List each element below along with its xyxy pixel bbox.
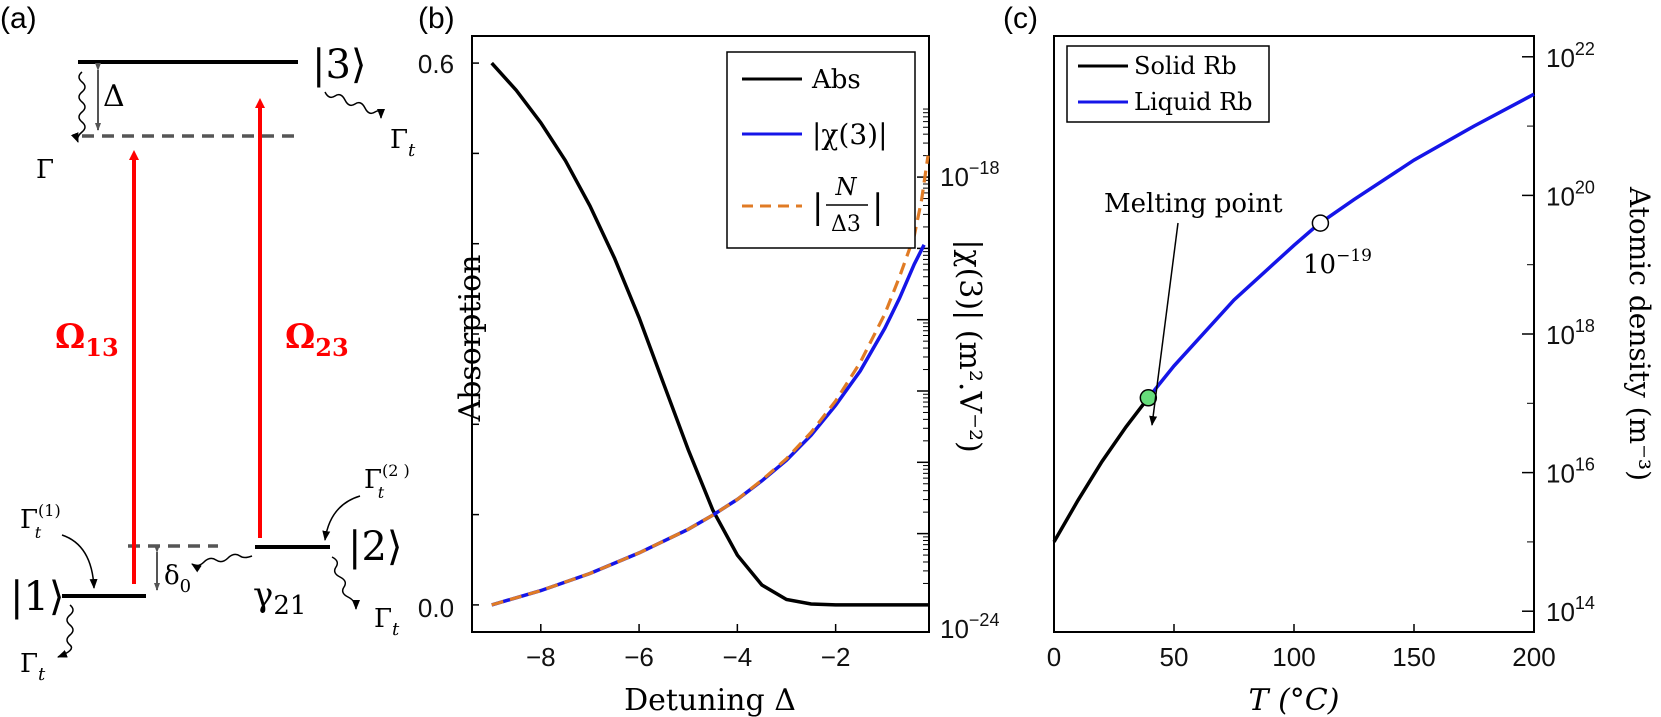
gamma-t-label-1-bottom: Γt (20, 649, 46, 685)
b-y2-axis-label: |χ(3)| (m².V⁻²) (952, 239, 987, 452)
gamma-t2-arrow (322, 495, 361, 541)
b-x-tick-label: −6 (624, 642, 654, 672)
c-legend: Solid Rb Liquid Rb (1066, 45, 1270, 123)
c-series-line-0 (1052, 396, 1150, 543)
c-x-tick-label: 0 (1047, 642, 1061, 672)
panel-c-label: (c) (1003, 2, 1038, 35)
panel-c-series (1052, 92, 1535, 543)
c-x-tick-label: 100 (1272, 642, 1315, 672)
gamma-label: Γ (36, 155, 54, 185)
panel-a-label: (a) (0, 2, 37, 35)
panel-b-chart: (b) 0.6 0.0 10−18 10−24 −8 −6 −4 −2 Detunin… (418, 2, 1000, 717)
gamma21-label: γ21 (253, 575, 306, 621)
c-x-tick-labels: 0 50 100 150 200 (1047, 642, 1556, 672)
c-legend-liquid-label: Liquid Rb (1134, 88, 1253, 116)
panel-b-label: (b) (418, 2, 455, 35)
c-melting-point-marker (1139, 389, 1158, 407)
c-x-axis-label: T (°C) (1249, 683, 1340, 717)
b-x-tick-labels: −8 −6 −4 −2 (526, 642, 850, 672)
c-y-tick-label: 1020 (1546, 177, 1595, 211)
panel-b-tick-marks (472, 62, 929, 632)
c-legend-box (1066, 45, 1270, 123)
c-x-tick-label: 200 (1512, 642, 1555, 672)
c-y-tick-label: 1016 (1546, 455, 1595, 489)
b-series-line-2 (491, 155, 930, 607)
gamma-t1-arrow (61, 534, 98, 589)
b-y-axis-label: Absorption (453, 255, 488, 423)
b-legend-ratio-num: N (835, 173, 858, 201)
b-x-tick-label: −8 (526, 642, 556, 672)
b-legend-abs-label: Abs (811, 65, 861, 95)
b-left-tick-0-6: 0.6 (418, 49, 454, 79)
b-legend-ratio-bar-right: | (872, 187, 883, 227)
c-y-axis-label: Atomic density (m⁻³) (1623, 186, 1656, 481)
panel-a-energy-diagram: (a) |3⟩ |1⟩ |2⟩ Δ δ0 Ω13 Ω23 Γ Γt Γt Γt … (0, 2, 416, 685)
state-1-label: |1⟩ (10, 574, 65, 620)
c-y-tick-label: 1022 (1546, 39, 1595, 73)
state-3-label: |3⟩ (312, 42, 367, 88)
gamma-t-decay-1-wave (57, 604, 74, 658)
c-annotation-label: 10−19 (1303, 246, 1372, 280)
c-x-tick-label: 50 (1160, 642, 1189, 672)
b-series-line-0 (490, 61, 929, 607)
c-melting-point-label: Melting point (1104, 189, 1283, 219)
c-x-tick-label: 150 (1392, 642, 1435, 672)
b-legend-ratio-bar-left: | (812, 187, 823, 227)
gamma-t-decay-2-wave (331, 556, 360, 610)
omega13-label: Ω13 (55, 317, 119, 362)
b-x-tick-label: −4 (723, 642, 753, 672)
c-y-tick-label: 1018 (1546, 316, 1595, 350)
c-y-tick-label: 1014 (1546, 593, 1595, 627)
b-series-line-1 (491, 244, 926, 607)
panel-b-series (490, 61, 930, 607)
panel-c-tick-marks (1053, 56, 1535, 632)
b-right-tick-bottom: 10−24 (940, 610, 999, 644)
delta0-label: δ0 (164, 561, 191, 597)
gamma-t-label-2-bottom: Γt (374, 604, 400, 640)
c-y-tick-labels: 1022 1020 1018 1016 1014 (1546, 39, 1595, 627)
panel-c-frame (1053, 35, 1535, 633)
c-melting-point-arrow (1149, 222, 1179, 426)
b-legend-ratio-den: Δ3 (831, 212, 861, 237)
gamma-t-decay-3-wave (324, 91, 385, 119)
b-x-tick-label: −2 (821, 642, 851, 672)
b-right-tick-top: 10−18 (940, 158, 999, 192)
gamma-t2-label: Γ(2 ) t (364, 461, 410, 502)
gamma-t-label-3: Γt (390, 125, 416, 161)
gamma-t1-label: Γ(1) t (20, 501, 61, 542)
b-left-tick-0-0: 0.0 (418, 593, 454, 623)
b-legend: Abs |χ(3)| | N Δ3 | (726, 51, 916, 249)
b-legend-box (726, 51, 916, 249)
c-legend-solid-label: Solid Rb (1134, 52, 1237, 80)
gamma21-decay-wave (191, 553, 253, 573)
omega23-label: Ω23 (285, 317, 349, 362)
b-x-axis-label: Detuning Δ (624, 683, 796, 717)
delta-label: Δ (103, 79, 125, 114)
b-legend-chi-label: |χ(3)| (812, 118, 888, 151)
gamma-decay-wave (70, 71, 86, 143)
c-open-circle-marker (1311, 214, 1330, 232)
panel-c-chart: (c) 0 50 100 150 200 1022 1020 1018 1016 1014 T … (1003, 2, 1656, 717)
state-2-label: |2⟩ (348, 524, 403, 570)
